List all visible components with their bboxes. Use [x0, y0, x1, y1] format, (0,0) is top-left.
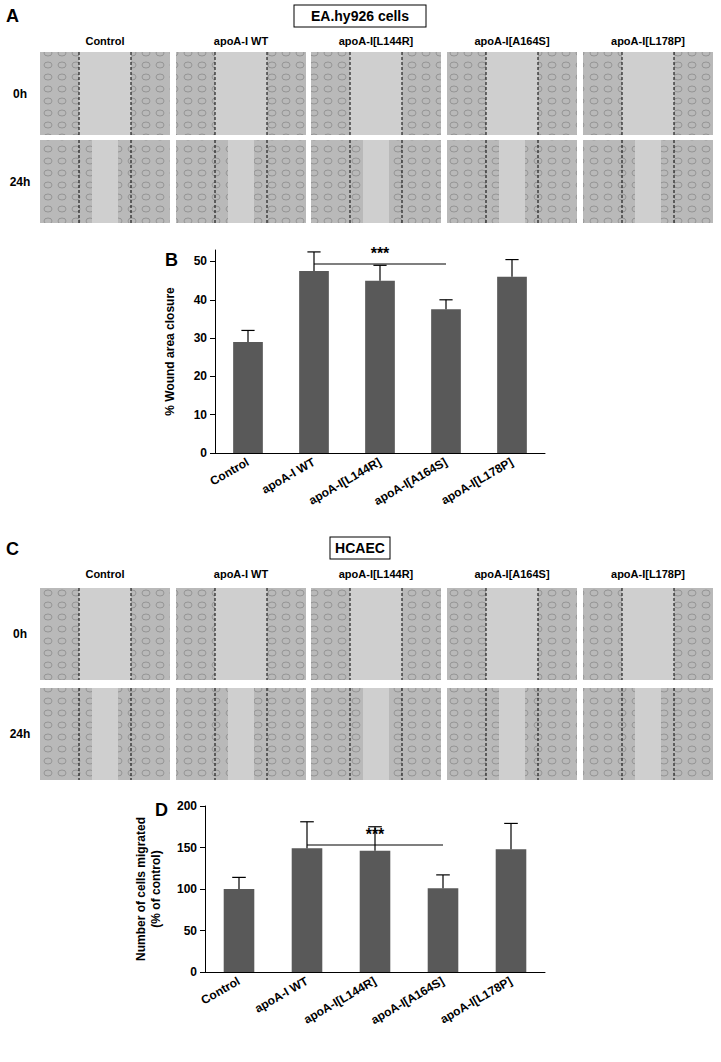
svg-text:Control: Control	[199, 974, 243, 1007]
svg-text:24h: 24h	[10, 727, 31, 741]
svg-text:apoA-I WT: apoA-I WT	[214, 568, 269, 580]
svg-text:0: 0	[200, 446, 207, 460]
svg-text:24h: 24h	[10, 175, 31, 189]
svg-text:apoA-I WT: apoA-I WT	[214, 35, 269, 47]
svg-text:***: ***	[371, 245, 390, 262]
svg-text:apoA-I[L178P]: apoA-I[L178P]	[611, 35, 685, 47]
svg-text:50: 50	[194, 254, 208, 268]
svg-text:200: 200	[177, 799, 197, 813]
svg-text:apoA-I[L178P]: apoA-I[L178P]	[439, 455, 516, 507]
svg-text:(% of control): (% of control)	[149, 850, 163, 927]
svg-text:Control: Control	[85, 568, 124, 580]
svg-text:apoA-I[L144R]: apoA-I[L144R]	[339, 35, 414, 47]
svg-text:apoA-I WT: apoA-I WT	[252, 974, 311, 1016]
svg-text:B: B	[165, 250, 178, 270]
svg-text:apoA-I[L144R]: apoA-I[L144R]	[306, 455, 383, 508]
svg-text:D: D	[155, 800, 168, 820]
svg-text:C: C	[6, 539, 19, 559]
svg-text:0h: 0h	[13, 627, 27, 641]
svg-text:apoA-I[A164S]: apoA-I[A164S]	[369, 974, 447, 1027]
svg-text:Control: Control	[85, 35, 124, 47]
svg-text:apoA-I[L178P]: apoA-I[L178P]	[438, 974, 515, 1026]
svg-text:30: 30	[194, 331, 208, 345]
svg-text:HCAEC: HCAEC	[335, 540, 385, 556]
svg-text:apoA-I[L144R]: apoA-I[L144R]	[339, 568, 414, 580]
svg-text:apoA-I[L178P]: apoA-I[L178P]	[611, 568, 685, 580]
svg-text:40: 40	[194, 293, 208, 307]
svg-text:% Wound area closure: % Wound area closure	[163, 287, 177, 416]
svg-text:0: 0	[190, 965, 197, 979]
svg-text:A: A	[6, 6, 19, 26]
svg-text:50: 50	[184, 924, 198, 938]
svg-text:apoA-I[A164S]: apoA-I[A164S]	[474, 568, 550, 580]
svg-text:150: 150	[177, 841, 197, 855]
svg-text:Control: Control	[208, 455, 252, 488]
svg-text:0h: 0h	[13, 87, 27, 101]
svg-text:apoA-I[L144R]: apoA-I[L144R]	[301, 974, 378, 1027]
svg-text:apoA-I[A164S]: apoA-I[A164S]	[474, 35, 550, 47]
svg-text:10: 10	[194, 408, 208, 422]
svg-text:apoA-I[A164S]: apoA-I[A164S]	[372, 455, 450, 508]
svg-text:EA.hy926 cells: EA.hy926 cells	[311, 8, 409, 24]
svg-text:20: 20	[194, 369, 208, 383]
svg-text:apoA-I WT: apoA-I WT	[259, 455, 318, 497]
svg-text:100: 100	[177, 882, 197, 896]
svg-text:Number of cells migrated: Number of cells migrated	[134, 817, 148, 961]
